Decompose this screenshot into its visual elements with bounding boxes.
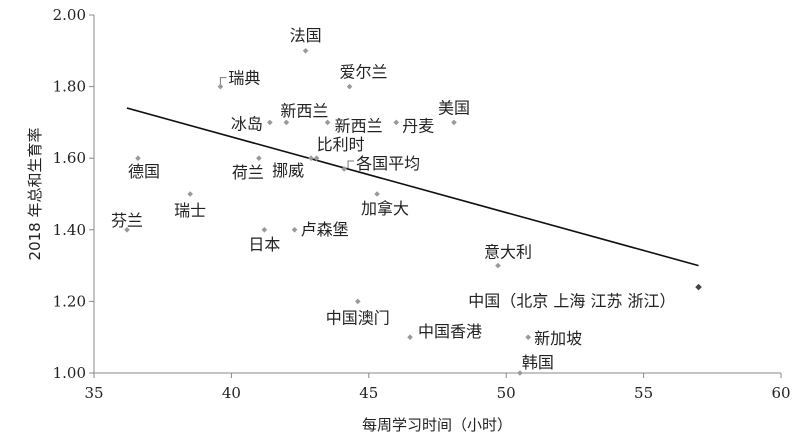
point-label: 挪威 bbox=[272, 161, 304, 180]
point-label: 冰岛 bbox=[231, 114, 263, 133]
point-label: 瑞典 bbox=[228, 69, 260, 88]
point-label: 中国香港 bbox=[418, 322, 482, 341]
point-label: 加拿大 bbox=[361, 199, 409, 218]
data-point bbox=[407, 334, 413, 340]
point-label: 瑞士 bbox=[174, 201, 206, 220]
x-tick-label: 55 bbox=[634, 384, 653, 402]
point-label: 新西兰 bbox=[280, 101, 328, 120]
data-point bbox=[124, 227, 130, 233]
x-tick-label: 50 bbox=[497, 384, 516, 402]
data-point bbox=[283, 119, 290, 126]
point-label: 爱尔兰 bbox=[340, 63, 388, 82]
point-label: 芬兰 bbox=[111, 211, 143, 230]
y-tick-label: 1.60 bbox=[53, 149, 86, 167]
y-axis-title: 2018 年总和生育率 bbox=[26, 128, 44, 261]
y-ticks: 1.00 1.20 1.40 1.60 1.80 2.00 bbox=[53, 6, 94, 382]
point-label: 各国平均 bbox=[356, 154, 420, 173]
point-label: 美国 bbox=[438, 98, 470, 117]
point-label: 卢森堡 bbox=[301, 220, 349, 239]
data-point bbox=[302, 48, 309, 54]
y-tick-label: 1.00 bbox=[53, 364, 86, 382]
label-leader bbox=[347, 160, 355, 168]
x-tick-label: 35 bbox=[84, 384, 103, 402]
data-point bbox=[393, 119, 400, 126]
point-label: 日本 bbox=[248, 235, 280, 254]
data-point bbox=[374, 191, 380, 197]
data-point bbox=[525, 334, 531, 340]
x-ticks: 35 40 45 50 55 60 bbox=[84, 373, 791, 402]
data-point bbox=[291, 227, 298, 233]
data-point bbox=[695, 283, 702, 291]
data-point bbox=[267, 119, 273, 126]
data-point bbox=[308, 155, 314, 161]
data-point bbox=[451, 119, 457, 126]
trend-line bbox=[126, 107, 699, 267]
point-label: 新西兰 bbox=[335, 116, 383, 135]
data-points bbox=[124, 48, 702, 376]
data-point bbox=[187, 191, 193, 197]
point-label: 法国 bbox=[290, 26, 322, 45]
point-label: 意大利 bbox=[484, 243, 532, 262]
y-tick-label: 1.20 bbox=[53, 292, 86, 310]
x-tick-label: 40 bbox=[222, 384, 241, 402]
x-tick-label: 45 bbox=[359, 384, 378, 402]
point-label: 中国（北京 上海 江苏 浙江） bbox=[468, 291, 675, 310]
point-label: 德国 bbox=[128, 162, 160, 181]
data-point bbox=[355, 298, 361, 305]
data-point bbox=[217, 83, 224, 90]
data-point bbox=[261, 227, 268, 233]
point-label: 韩国 bbox=[522, 353, 554, 372]
data-point bbox=[135, 155, 141, 161]
data-point bbox=[341, 166, 347, 172]
data-point bbox=[346, 83, 353, 90]
x-axis-title: 每周学习时间（小时） bbox=[362, 416, 512, 434]
point-label: 荷兰 bbox=[232, 163, 264, 182]
data-point bbox=[324, 119, 331, 126]
data-point bbox=[517, 370, 523, 376]
x-tick-label: 60 bbox=[771, 384, 790, 402]
data-point bbox=[313, 155, 320, 161]
y-tick-label: 2.00 bbox=[53, 6, 86, 24]
y-tick-label: 1.80 bbox=[53, 78, 86, 96]
point-label: 丹麦 bbox=[402, 116, 434, 135]
label-leaders bbox=[219, 77, 355, 168]
point-label: 中国澳门 bbox=[326, 308, 390, 327]
label-leader bbox=[219, 77, 227, 85]
y-tick-label: 1.40 bbox=[53, 221, 86, 239]
data-point bbox=[256, 155, 262, 161]
point-label: 比利时 bbox=[317, 135, 365, 154]
point-label: 新加坡 bbox=[534, 329, 582, 348]
data-point bbox=[495, 262, 501, 269]
